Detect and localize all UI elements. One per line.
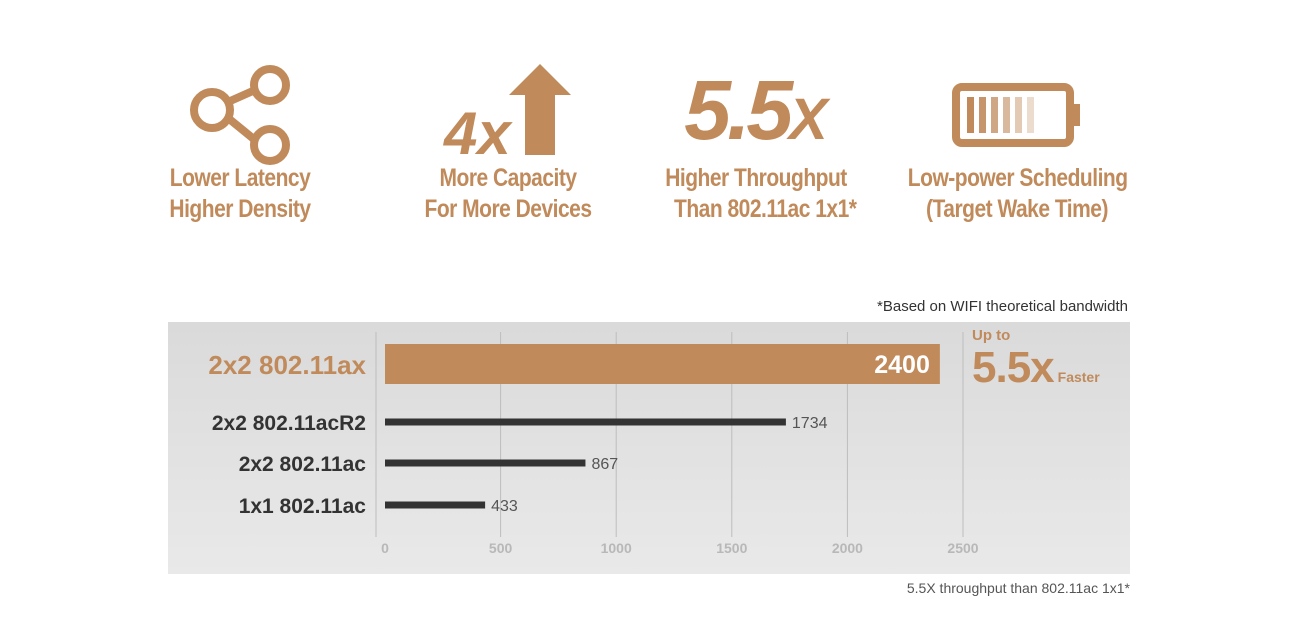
feature-throughput: 5.5X Higher Throughput Than 802.11ac 1x1… [626, 60, 886, 240]
caption-line-1: More Capacity [439, 164, 578, 192]
feature-latency: Lower Latency Higher Density [110, 60, 370, 240]
value-label: 433 [491, 498, 518, 515]
feature-caption: Low-power Scheduling (Target Wake Time) [907, 163, 1128, 225]
caption-line-2: (Target Wake Time) [926, 195, 1108, 223]
caption-line-2: Higher Density [169, 195, 311, 223]
5-5x-text: 5.5X [684, 63, 828, 157]
x-tick-label: 1500 [716, 540, 747, 556]
bar [385, 418, 786, 426]
5-5x-icon: 5.5X [626, 60, 886, 165]
category-label: 2x2 802.11ax [208, 350, 366, 380]
value-label: 1734 [792, 415, 828, 432]
feature-caption: More Capacity For More Devices [399, 163, 617, 225]
feature-caption: Lower Latency Higher Density [131, 163, 349, 225]
x-tick-label: 2000 [832, 540, 863, 556]
value-label: 2400 [874, 351, 930, 379]
4x-label: 4x [443, 100, 513, 165]
4x-arrow-icon: 4x [378, 60, 638, 167]
bar [385, 344, 940, 384]
category-label: 1x1 802.11ac [239, 495, 367, 518]
bandwidth-footnote: *Based on WIFI theoretical bandwidth [877, 298, 1128, 315]
callout-faster: Faster [1057, 369, 1100, 385]
x-tick-label: 1000 [601, 540, 632, 556]
feature-power: Low-power Scheduling (Target Wake Time) [887, 60, 1147, 240]
share-icon [110, 60, 370, 165]
feature-caption: Higher Throughput Than 802.11ac 1x1* [647, 163, 865, 225]
caption-line-1: Higher Throughput [665, 164, 847, 192]
x-tick-label: 500 [489, 540, 513, 556]
callout-multiplier: 5.5x [972, 343, 1055, 392]
caption-line-1: Lower Latency [169, 164, 311, 192]
callout-upto: Up to [972, 327, 1011, 344]
battery-icon [887, 60, 1147, 165]
caption-line-2: For More Devices [424, 195, 592, 223]
x-tick-label: 0 [381, 540, 389, 556]
category-label: 2x2 802.11ac [239, 453, 367, 476]
x-tick-label: 2500 [947, 540, 978, 556]
value-label: 867 [591, 456, 618, 473]
chart-canvas: 0 500 1000 1500 2000 2500 2x2 802.11ax 2400 2x2 … [208, 332, 979, 556]
bar [385, 459, 586, 467]
caption-line-2: Than 802.11ac 1x1* [674, 195, 857, 223]
feature-capacity: 4x More Capacity For More Devices [378, 60, 638, 240]
speed-callout: Up to 5.5x Faster [972, 328, 1100, 392]
throughput-footnote: 5.5X throughput than 802.11ac 1x1* [906, 580, 1130, 596]
bar [385, 501, 486, 509]
category-label: 2x2 802.11acR2 [212, 412, 366, 435]
throughput-chart: 0 500 1000 1500 2000 2500 2x2 802.11ax 2400 2x2 … [168, 322, 1130, 574]
caption-line-1: Low-power Scheduling [907, 164, 1128, 192]
